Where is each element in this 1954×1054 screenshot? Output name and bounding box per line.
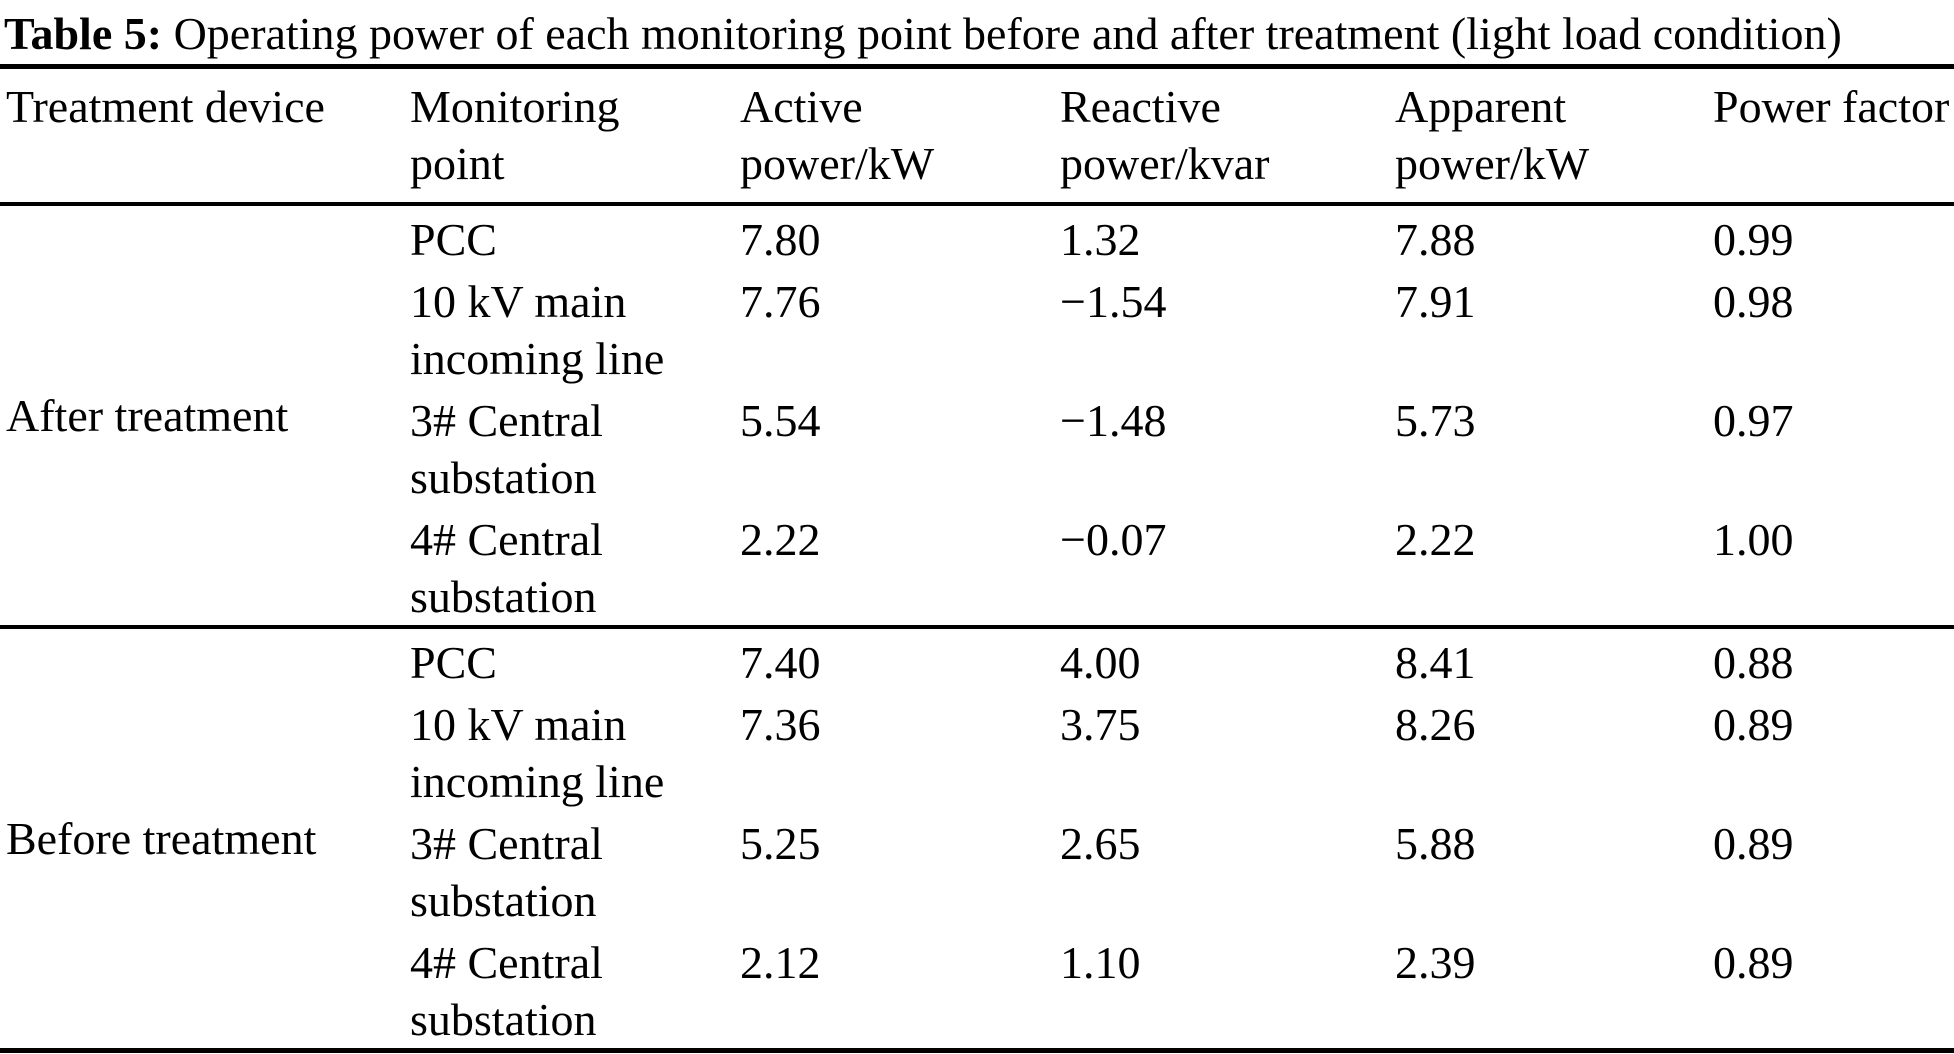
cell-power-factor: 0.97 <box>1713 395 1794 446</box>
operating-power-table: Treatment device Monitoring point Active… <box>0 64 1954 1053</box>
cell-monitoring-point: 10 kV main incoming line <box>410 699 665 807</box>
cell-monitoring-point: PCC <box>410 637 497 688</box>
table-header-row: Treatment device Monitoring point Active… <box>0 66 1954 206</box>
table-row: 3# Central substation 5.25 2.65 5.88 0.8… <box>0 810 1954 929</box>
cell-reactive-power: −1.54 <box>1060 276 1167 327</box>
cell-apparent-power: 2.39 <box>1395 937 1476 988</box>
cell-monitoring-point: 4# Central substation <box>410 506 740 629</box>
group-before-treatment: Before treatment PCC 7.40 4.00 8.41 0.88… <box>0 627 1954 1051</box>
cell-power-factor: 0.89 <box>1713 937 1794 988</box>
cell-reactive-power: −1.48 <box>1060 395 1167 446</box>
cell-apparent-power: 8.41 <box>1395 637 1476 688</box>
cell-power-factor: 0.98 <box>1713 276 1794 327</box>
cell-apparent-power: 7.91 <box>1395 276 1476 327</box>
column-header-monitoring-point: Monitoring point <box>410 66 740 206</box>
column-header-apparent-power: Apparent power/kW <box>1395 66 1713 206</box>
cell-apparent-power: 5.73 <box>1395 395 1476 446</box>
cell-apparent-power: 5.88 <box>1395 818 1476 869</box>
group-label-after-treatment: After treatment <box>0 204 410 629</box>
cell-monitoring-point: 10 kV main incoming line <box>410 276 665 384</box>
table-row: After treatment PCC 7.80 1.32 7.88 0.99 <box>0 204 1954 629</box>
cell-apparent-power: 2.22 <box>1395 506 1713 629</box>
table-caption: Table 5: Operating power of each monitor… <box>0 0 1954 64</box>
cell-apparent-power: 8.26 <box>1395 699 1476 750</box>
cell-reactive-power: 1.10 <box>1060 937 1141 988</box>
cell-active-power: 2.22 <box>740 506 1060 629</box>
group-after-treatment: After treatment PCC 7.80 1.32 7.88 0.99 … <box>0 204 1954 629</box>
column-header-active-power: Active power/kW <box>740 66 1060 206</box>
cell-power-factor: 0.89 <box>1713 818 1794 869</box>
cell-power-factor: 0.88 <box>1713 637 1794 688</box>
cell-monitoring-point: 4# Central substation <box>410 937 603 1045</box>
cell-active-power: 7.40 <box>740 637 821 688</box>
cell-apparent-power: 7.88 <box>1395 214 1476 265</box>
cell-power-factor: 1.00 <box>1713 506 1954 629</box>
table-row: 3# Central substation 5.54 −1.48 5.73 0.… <box>0 387 1954 506</box>
cell-active-power: 7.80 <box>740 214 821 265</box>
column-header-treatment-device: Treatment device <box>0 66 410 206</box>
cell-power-factor: 0.99 <box>1713 214 1794 265</box>
cell-monitoring-point: 3# Central substation <box>410 395 603 503</box>
column-header-reactive-power: Reactive power/kvar <box>1060 66 1395 206</box>
cell-active-power: 7.36 <box>740 699 821 750</box>
table-number-label: Table 5: <box>4 8 163 59</box>
cell-reactive-power: 1.32 <box>1060 214 1141 265</box>
table-row: 10 kV main incoming line 7.36 3.75 8.26 … <box>0 691 1954 810</box>
cell-reactive-power: 4.00 <box>1060 637 1141 688</box>
table-row: 4# Central substation 2.22 −0.07 2.22 1.… <box>0 506 1954 629</box>
cell-monitoring-point: 3# Central substation <box>410 818 603 926</box>
table-row: 4# Central substation 2.12 1.10 2.39 0.8… <box>0 929 1954 1051</box>
group-label-before-treatment: Before treatment <box>6 813 317 864</box>
table-caption-text: Operating power of each monitoring point… <box>162 8 1842 59</box>
cell-power-factor: 0.89 <box>1713 699 1794 750</box>
cell-monitoring-point: PCC <box>410 214 497 265</box>
cell-active-power: 2.12 <box>740 937 821 988</box>
cell-active-power: 5.54 <box>740 395 821 446</box>
table-row: Before treatment PCC 7.40 4.00 8.41 0.88 <box>0 627 1954 864</box>
cell-active-power: 7.76 <box>740 276 821 327</box>
cell-active-power: 5.25 <box>740 818 821 869</box>
cell-reactive-power: 2.65 <box>1060 818 1141 869</box>
cell-reactive-power: −0.07 <box>1060 506 1395 629</box>
cell-reactive-power: 3.75 <box>1060 699 1141 750</box>
column-header-power-factor: Power factor <box>1713 66 1954 206</box>
table-row: 10 kV main incoming line 7.76 −1.54 7.91… <box>0 268 1954 387</box>
